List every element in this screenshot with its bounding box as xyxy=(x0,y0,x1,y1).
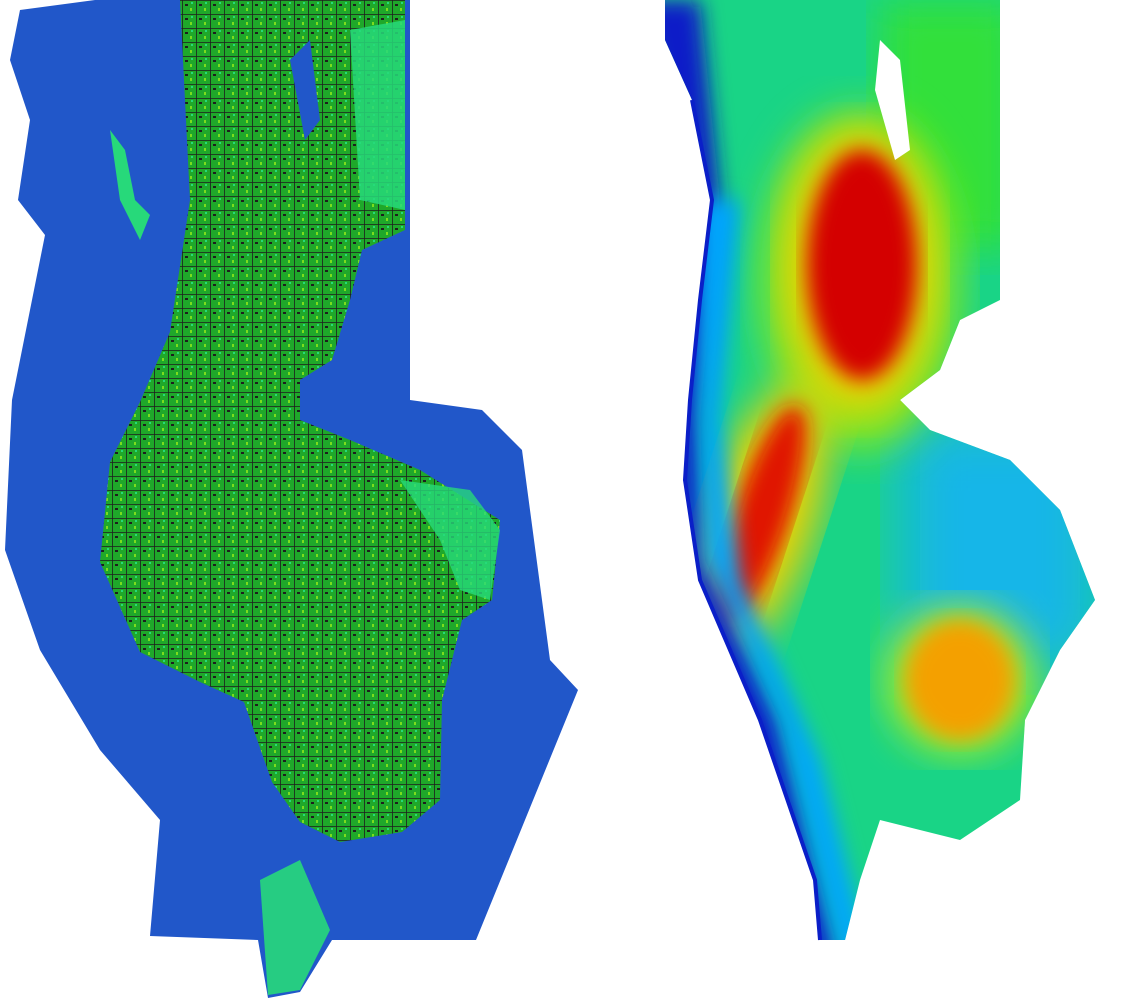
elevation-map xyxy=(665,0,1095,941)
land-cover-map xyxy=(5,0,578,998)
peninsula-tip xyxy=(260,860,330,995)
grass-patch xyxy=(350,20,405,210)
coast-outline xyxy=(682,99,822,941)
lake xyxy=(290,40,320,140)
island-barrier xyxy=(110,130,150,240)
land-area xyxy=(100,0,500,842)
bay-inlet xyxy=(875,40,910,160)
grass-patch xyxy=(400,480,500,600)
